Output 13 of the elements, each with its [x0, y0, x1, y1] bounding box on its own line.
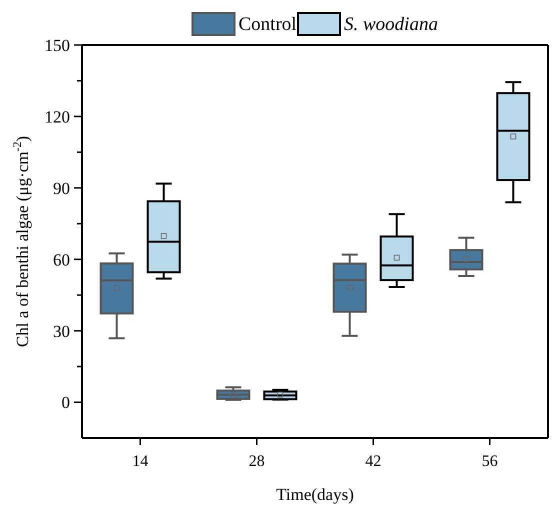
- y-tick-label: 90: [53, 178, 70, 198]
- y-tick-label: 150: [44, 36, 70, 55]
- legend-label: Control: [238, 14, 297, 35]
- y-tick-label: 0: [62, 393, 70, 412]
- x-tick-label: 14: [132, 453, 148, 470]
- x-tick-label: 56: [482, 453, 498, 470]
- y-tick-label: 120: [44, 107, 70, 126]
- x-axis-title: Time(days): [276, 485, 354, 504]
- y-tick-label: 30: [53, 322, 70, 341]
- legend-label: S. woodiana: [344, 14, 438, 35]
- y-tick-label: 60: [53, 250, 70, 270]
- x-tick-label: 42: [365, 453, 382, 470]
- x-tick-label: 28: [248, 453, 265, 470]
